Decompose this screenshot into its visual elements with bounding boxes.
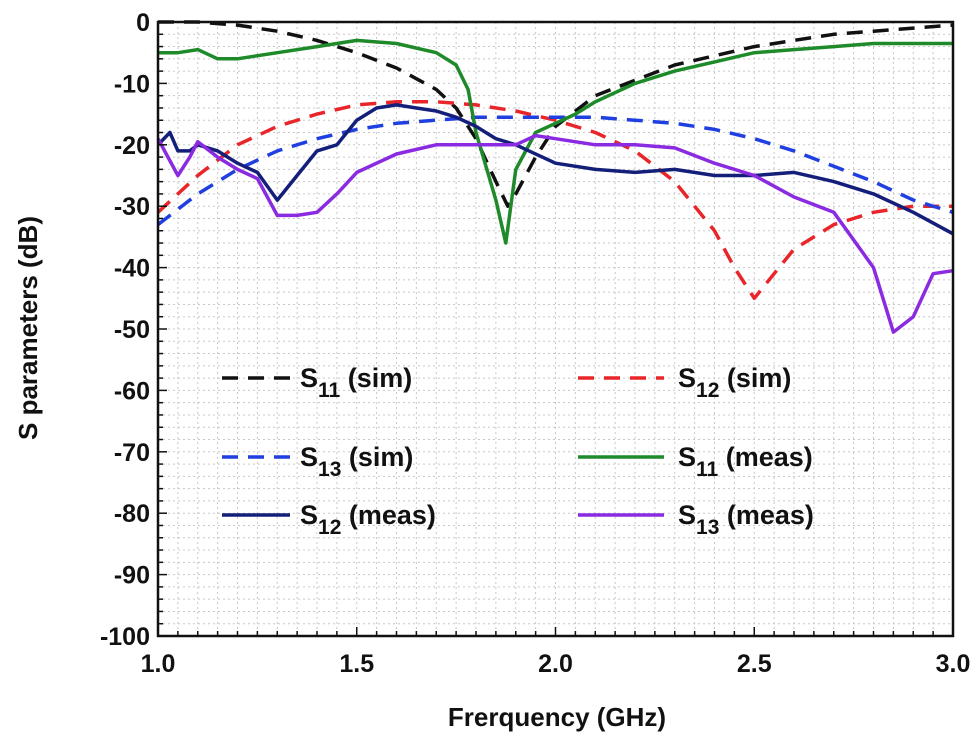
tick-labels: 1.0 1.5 2.0 2.5 3.0 0 -10 -20 -30 -40 -50 -60 -70 -80…	[100, 9, 970, 678]
y-tick-label: -80	[114, 500, 150, 528]
series-line-0	[158, 20, 954, 208]
legend-label: S11 (sim)	[300, 363, 412, 402]
series-line-2	[156, 115, 954, 226]
series-line-1	[156, 100, 953, 301]
y-tick-label: 0	[136, 9, 150, 37]
series-lines	[156, 20, 954, 334]
x-tick-label: 1.5	[339, 650, 374, 678]
x-tick-label: 2.0	[538, 650, 573, 678]
y-tick-label: -40	[114, 255, 150, 283]
legend: S11 (sim) S12 (sim) S13 (sim) S11 (meas) S12…	[222, 363, 814, 539]
y-tick-label: -60	[114, 377, 150, 405]
x-tick-label: 1.0	[141, 650, 176, 678]
y-tick-label: -70	[114, 439, 150, 467]
y-tick-label: -50	[114, 316, 150, 344]
y-tick-label: -90	[114, 562, 150, 590]
y-tick-label: -30	[114, 193, 150, 221]
y-tick-label: -10	[114, 70, 150, 98]
x-tick-label: 2.5	[737, 650, 772, 678]
series-line-3	[158, 38, 953, 245]
legend-label: S13 (meas)	[678, 500, 814, 539]
plot-frame	[156, 20, 955, 638]
legend-label: S12 (meas)	[300, 500, 436, 539]
y-tick-label: -20	[114, 132, 150, 160]
x-tick-label: 3.0	[936, 650, 971, 678]
legend-label: S11 (meas)	[678, 442, 813, 481]
series-line-5	[156, 133, 954, 334]
y-tick-label: -100	[100, 623, 150, 651]
x-axis-title: Frerquency (GHz)	[448, 702, 666, 732]
grid	[158, 22, 953, 636]
y-axis-title: S parameters (dB)	[13, 216, 43, 440]
legend-label: S12 (sim)	[678, 363, 791, 402]
legend-label: S13 (sim)	[300, 442, 413, 481]
series-line-4	[156, 103, 954, 236]
